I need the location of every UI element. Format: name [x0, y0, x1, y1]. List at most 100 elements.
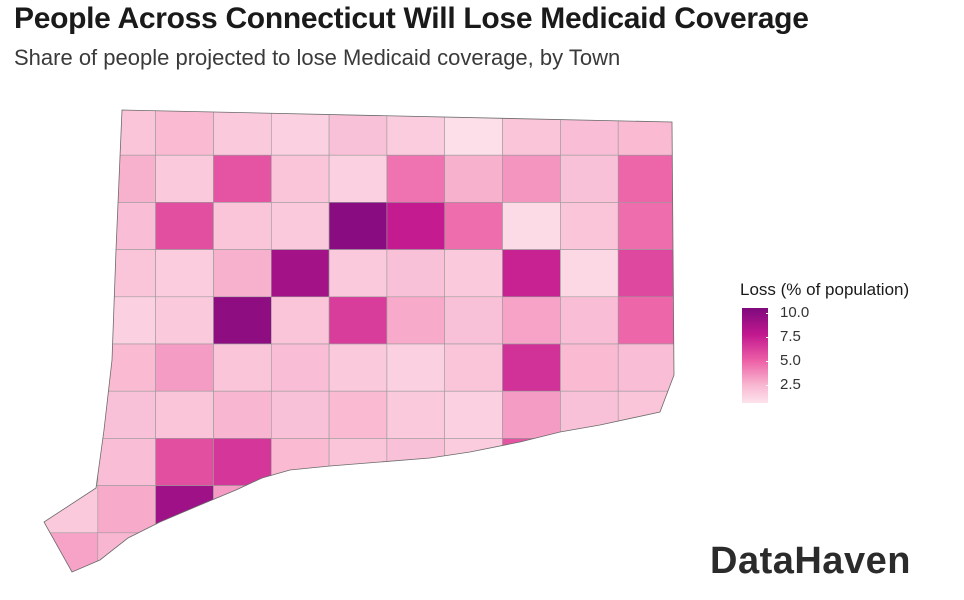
town-cell	[560, 296, 619, 345]
town-cell	[44, 154, 99, 203]
town-cell	[213, 485, 272, 534]
town-cell	[155, 485, 214, 534]
town-cell	[44, 110, 99, 156]
town-cell	[155, 154, 214, 203]
town-cell	[617, 154, 674, 203]
town-cell	[444, 249, 503, 298]
town-cell	[444, 296, 503, 345]
town-cell	[502, 249, 561, 298]
town-cell	[617, 110, 674, 156]
legend-tick-2-5: 2.5	[766, 376, 801, 393]
town-cell	[617, 249, 674, 298]
town-cell	[270, 202, 330, 250]
legend-body: 10.0 7.5 5.0 2.5	[740, 304, 909, 403]
town-cell	[155, 438, 214, 486]
town-cell	[97, 249, 156, 298]
town-cell	[617, 438, 674, 486]
town-cell	[328, 202, 388, 250]
town-cell	[560, 110, 619, 156]
town-cell	[270, 485, 330, 534]
town-cell	[444, 110, 503, 156]
town-cell	[502, 296, 561, 345]
town-cell	[502, 390, 561, 439]
town-cell	[386, 110, 445, 156]
town-cell	[44, 532, 99, 572]
town-cell	[328, 485, 388, 534]
town-cell	[617, 296, 674, 345]
town-cell	[155, 296, 214, 345]
town-cell	[328, 249, 388, 298]
town-cell	[502, 532, 561, 572]
town-cell	[270, 532, 330, 572]
town-cell	[270, 110, 330, 156]
town-cell	[444, 343, 503, 392]
legend-tick-10: 10.0	[765, 304, 810, 321]
town-cell	[386, 202, 445, 250]
town-cell	[617, 202, 674, 250]
town-cell	[44, 296, 99, 345]
datahaven-logo: DataHaven	[710, 540, 911, 582]
town-cell	[155, 249, 214, 298]
town-cell	[44, 438, 99, 486]
town-cell	[44, 202, 99, 250]
town-cell	[444, 390, 503, 439]
town-cell	[97, 296, 156, 345]
town-cell	[213, 110, 272, 156]
town-cell	[386, 343, 445, 392]
legend: Loss (% of population) 10.0 7.5 5.0 2.5	[740, 280, 909, 403]
chart-title: People Across Connecticut Will Lose Medi…	[14, 2, 809, 35]
town-cell	[386, 532, 445, 572]
town-cell	[155, 110, 214, 156]
town-cell	[560, 249, 619, 298]
town-cell	[270, 154, 330, 203]
town-cell	[617, 343, 674, 392]
town-cell	[617, 485, 674, 534]
town-cell	[444, 202, 503, 250]
town-cell	[213, 438, 272, 486]
town-cell	[560, 343, 619, 392]
town-cell	[386, 485, 445, 534]
town-cell	[560, 390, 619, 439]
town-cell	[155, 390, 214, 439]
town-cell	[44, 390, 99, 439]
town-cell	[444, 438, 503, 486]
town-cell	[560, 532, 619, 572]
legend-tick-7-5: 7.5	[766, 328, 801, 345]
town-cell	[97, 343, 156, 392]
town-cell	[328, 343, 388, 392]
town-cell	[560, 438, 619, 486]
town-cell	[270, 438, 330, 486]
town-cell	[328, 390, 388, 439]
town-cell	[213, 202, 272, 250]
town-cell	[270, 390, 330, 439]
town-cell	[502, 202, 561, 250]
town-cell	[328, 296, 388, 345]
town-cell	[213, 343, 272, 392]
town-cell	[444, 532, 503, 572]
town-cell	[213, 249, 272, 298]
town-cell	[328, 532, 388, 572]
town-cell	[328, 110, 388, 156]
town-cell	[386, 390, 445, 439]
town-cell	[444, 154, 503, 203]
town-cell	[97, 438, 156, 486]
town-cell	[386, 249, 445, 298]
town-cell	[97, 154, 156, 203]
town-cell	[270, 343, 330, 392]
town-cell	[617, 532, 674, 572]
town-cell	[155, 532, 214, 572]
town-cell	[386, 154, 445, 203]
town-cell	[560, 202, 619, 250]
town-cell	[270, 249, 330, 298]
chart-subtitle: Share of people projected to lose Medica…	[14, 45, 621, 70]
town-cell	[213, 154, 272, 203]
town-cell	[97, 390, 156, 439]
town-cell	[502, 438, 561, 486]
town-cell	[560, 154, 619, 203]
town-cell	[155, 202, 214, 250]
town-cell	[502, 154, 561, 203]
town-cell	[97, 532, 156, 572]
town-cells	[44, 110, 674, 572]
town-cell	[44, 249, 99, 298]
